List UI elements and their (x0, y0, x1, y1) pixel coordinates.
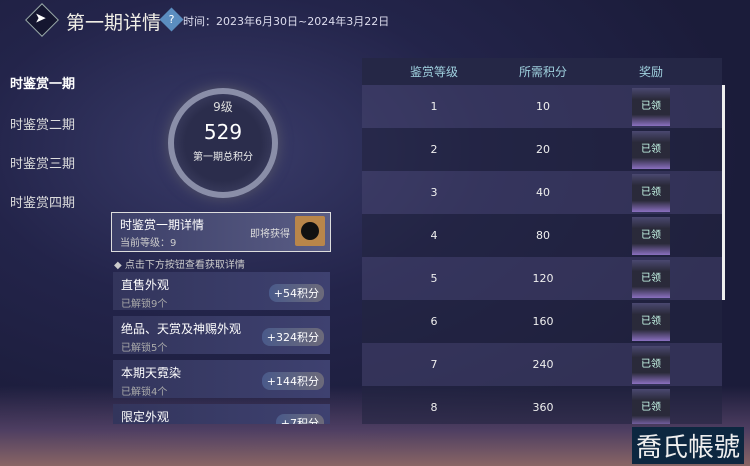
row-level: 4 (430, 229, 438, 242)
upcoming-reward-icon (295, 216, 325, 246)
table-row: 8 360 已领 (362, 386, 722, 424)
category-name: 绝品、天赏及神赐外观 (121, 322, 242, 336)
watermark: 喬氏帳號 (631, 427, 744, 464)
table-row: 6 160 已领 (362, 300, 722, 343)
category-name: 限定外观 (121, 410, 170, 424)
reward-claimed-button[interactable]: 已领 (632, 259, 670, 298)
category-points: +324积分 (261, 328, 324, 346)
sidebar-item-period-1[interactable]: 时鉴赏一期 (10, 77, 76, 92)
back-arrow-icon: ➤ (34, 10, 47, 27)
row-level: 5 (430, 272, 438, 285)
hint-label: 点击下方按钮查看获取详情 (124, 260, 245, 271)
row-level: 6 (430, 315, 438, 328)
row-level: 8 (430, 401, 438, 414)
sidebar-item-period-4[interactable]: 时鉴赏四期 (10, 196, 76, 211)
row-points: 120 (532, 272, 554, 285)
row-points: 80 (536, 229, 550, 242)
header-level: 鉴赏等级 (409, 65, 458, 79)
category-name: 本期天霓染 (121, 366, 182, 380)
current-level: 当前等级：9 (120, 238, 177, 249)
level-label: 9级 (213, 100, 233, 114)
reward-claimed-button[interactable]: 已领 (632, 130, 670, 169)
table-row: 2 20 已领 (362, 128, 722, 171)
row-points: 160 (532, 315, 554, 328)
reward-table: 鉴赏等级 所需积分 奖励 1 10 已领 2 20 已领 3 40 已领 4 80 已领 5 120 已领 6… (362, 58, 722, 424)
total-score: 529 (203, 120, 243, 144)
header-reward: 奖励 (638, 65, 663, 79)
category-points: +144积分 (261, 372, 324, 390)
category-unlocked: 已解锁9个 (121, 299, 168, 310)
back-button[interactable]: ➤ (25, 3, 59, 37)
detail-title: 时鉴赏一期详情 (120, 218, 205, 232)
reward-claimed-button[interactable]: 已领 (632, 87, 670, 126)
table-row: 3 40 已领 (362, 171, 722, 214)
table-row: 1 10 已领 (362, 85, 722, 128)
table-row: 5 120 已领 (362, 257, 722, 300)
period-detail-card[interactable]: 时鉴赏一期详情 当前等级：9 即将获得 (111, 212, 331, 252)
row-points: 360 (532, 401, 554, 414)
row-points: 40 (536, 186, 550, 199)
table-header: 鉴赏等级 所需积分 奖励 (362, 58, 722, 85)
row-level: 7 (430, 358, 438, 371)
reward-claimed-button[interactable]: 已领 (632, 345, 670, 384)
help-button[interactable]: ? (159, 7, 184, 32)
row-points: 10 (536, 100, 550, 113)
row-level: 2 (430, 143, 438, 156)
row-points: 20 (536, 143, 550, 156)
scrollbar[interactable] (722, 85, 725, 300)
reward-claimed-button[interactable]: 已领 (632, 302, 670, 341)
category-unlocked: 已解锁5个 (121, 343, 168, 354)
category-unlocked: 已解锁4个 (121, 387, 168, 398)
score-label: 第一期总积分 (193, 152, 253, 163)
period-time: 时间：2023年6月30日~2024年3月22日 (183, 15, 390, 28)
row-points: 240 (532, 358, 554, 371)
upcoming-label: 即将获得 (250, 229, 290, 240)
page-title: 第一期详情 (66, 12, 162, 34)
row-level: 1 (430, 100, 438, 113)
reward-claimed-button[interactable]: 已领 (632, 388, 670, 424)
category-dye[interactable]: 本期天霓染已解锁4个 +144积分 (113, 360, 330, 398)
table-row: 7 240 已领 (362, 343, 722, 386)
sidebar-item-period-3[interactable]: 时鉴赏三期 (10, 157, 76, 172)
reward-claimed-button[interactable]: 已领 (632, 173, 670, 212)
category-premium[interactable]: 绝品、天赏及神赐外观 已解锁5个 +324积分 (113, 316, 330, 354)
category-points: +7积分 (275, 414, 324, 424)
sidebar-item-period-2[interactable]: 时鉴赏二期 (10, 118, 76, 133)
table-row: 4 80 已领 (362, 214, 722, 257)
score-ring: 9级 529 第一期总积分 (168, 88, 278, 198)
category-name: 直售外观 (121, 278, 170, 292)
category-limited[interactable]: 限定外观 +7积分 (113, 404, 330, 424)
help-icon: ? (168, 13, 175, 26)
header-points: 所需积分 (518, 65, 567, 79)
row-level: 3 (430, 186, 438, 199)
category-points: +54积分 (268, 284, 324, 302)
category-direct-sale[interactable]: 直售外观已解锁9个 +54积分 (113, 272, 330, 310)
hint-text: ◆ 点击下方按钮查看获取详情 (114, 260, 245, 271)
reward-claimed-button[interactable]: 已领 (632, 216, 670, 255)
